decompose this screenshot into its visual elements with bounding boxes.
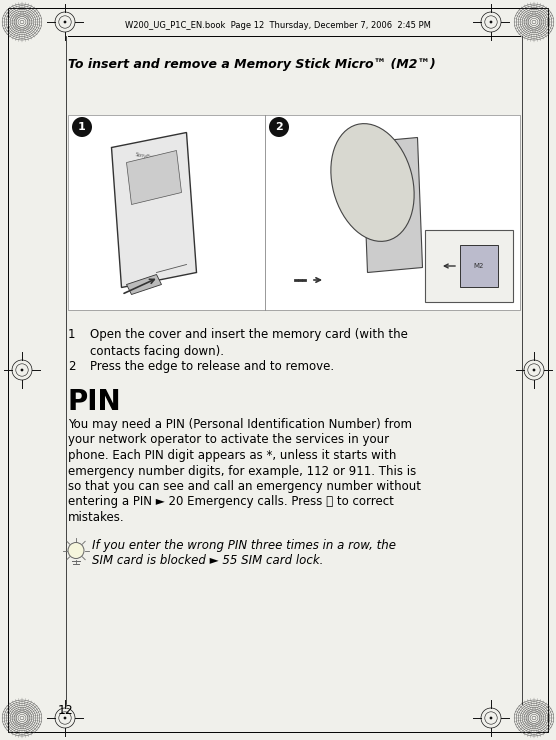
Text: Open the cover and insert the memory card (with the
contacts facing down).: Open the cover and insert the memory car… [90,328,408,358]
Bar [68,115,520,310]
Text: Press the edge to release and to remove.: Press the edge to release and to remove. [90,360,334,373]
Ellipse shape [63,21,66,24]
Text: To insert and remove a Memory Stick Micro™ (M2™): To insert and remove a Memory Stick Micr… [68,58,436,71]
Text: entering a PIN ► 20 Emergency calls. Press Ⓒ to correct: entering a PIN ► 20 Emergency calls. Pre… [68,496,394,508]
Text: your network operator to activate the services in your: your network operator to activate the se… [68,434,389,446]
Text: M2: M2 [474,263,484,269]
Text: SonyEricsson: SonyEricsson [135,152,168,163]
Text: If you enter the wrong PIN three times in a row, the: If you enter the wrong PIN three times i… [92,539,396,551]
Text: 2: 2 [275,122,283,132]
Text: phone. Each PIN digit appears as *, unless it starts with: phone. Each PIN digit appears as *, unle… [68,449,396,462]
Ellipse shape [533,369,535,371]
Text: mistakes.: mistakes. [68,511,125,524]
Circle shape [269,117,289,137]
Ellipse shape [490,716,493,719]
Text: 1: 1 [78,122,86,132]
Bar [460,245,498,287]
Text: You may need a PIN (Personal Identification Number) from: You may need a PIN (Personal Identificat… [68,418,412,431]
Polygon shape [127,150,181,204]
Circle shape [68,542,84,559]
Text: 1: 1 [68,328,76,341]
Text: so that you can see and call an emergency number without: so that you can see and call an emergenc… [68,480,421,493]
Polygon shape [112,132,196,288]
Ellipse shape [331,124,414,241]
Bar [425,230,513,302]
Text: emergency number digits, for example, 112 or 911. This is: emergency number digits, for example, 11… [68,465,416,477]
Text: SIM card is blocked ► 55 SIM card lock.: SIM card is blocked ► 55 SIM card lock. [92,554,324,567]
Polygon shape [363,138,423,272]
Text: 2: 2 [68,360,76,373]
Polygon shape [127,275,161,295]
Circle shape [72,117,92,137]
Text: W200_UG_P1C_EN.book  Page 12  Thursday, December 7, 2006  2:45 PM: W200_UG_P1C_EN.book Page 12 Thursday, De… [125,21,431,30]
Bar [68,115,520,310]
Ellipse shape [490,21,493,24]
Text: PIN: PIN [68,388,122,416]
Ellipse shape [63,716,66,719]
Ellipse shape [21,369,23,371]
Text: 12: 12 [58,704,74,716]
